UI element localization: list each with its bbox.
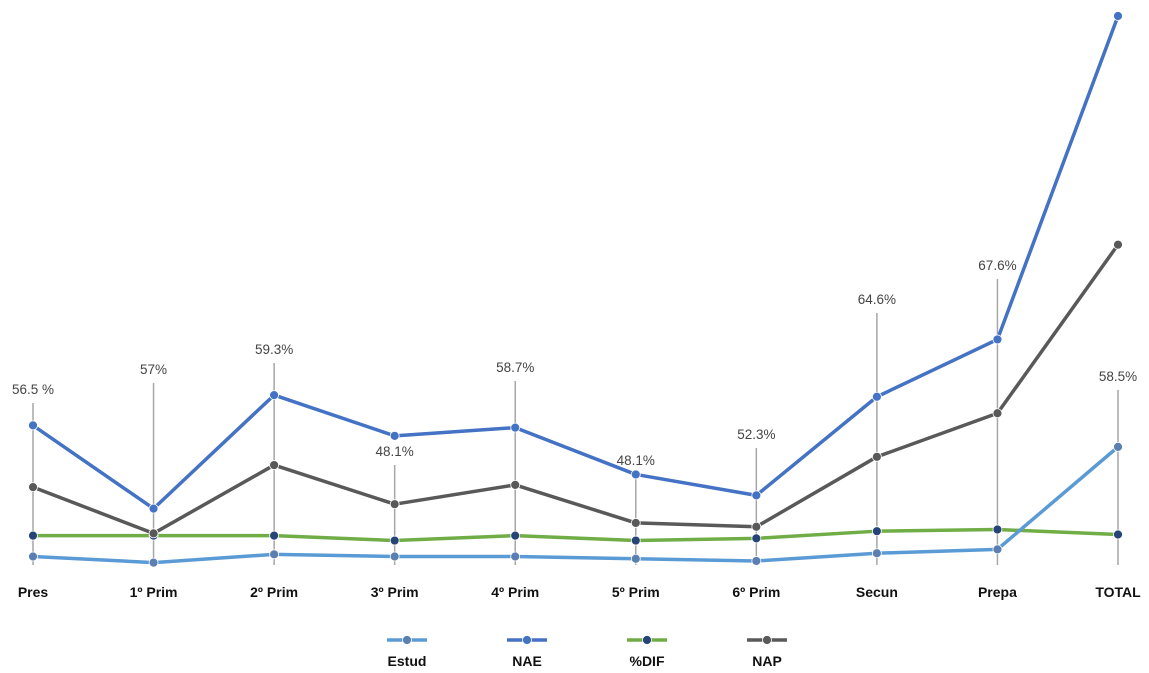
point-nap-6-prim bbox=[751, 521, 762, 532]
point-nae-prepa bbox=[992, 334, 1003, 345]
point-nap-3-prim bbox=[389, 499, 400, 510]
data-label-4-prim: 58.7% bbox=[496, 360, 534, 375]
point-pctdif-total bbox=[1113, 529, 1123, 540]
legend-label: NAE bbox=[512, 653, 542, 669]
legend: Estud NAE %DIF NAP bbox=[387, 635, 787, 669]
data-label-1-prim: 57% bbox=[140, 362, 167, 377]
legend-swatch-marker bbox=[522, 635, 532, 645]
data-label-prepa: 67.6% bbox=[978, 258, 1016, 273]
point-nap-secun bbox=[871, 451, 882, 462]
data-label-secun: 64.6% bbox=[858, 292, 896, 307]
data-label-3-prim: 48.1% bbox=[376, 444, 414, 459]
point-nae-4-prim bbox=[510, 422, 521, 433]
category-label-1-prim: 1º Prim bbox=[130, 584, 178, 600]
point-nae-1-prim bbox=[148, 503, 159, 514]
point-nap-2-prim bbox=[269, 460, 280, 470]
category-label-prepa: Prepa bbox=[978, 584, 1017, 600]
data-label-total: 58.5% bbox=[1099, 369, 1137, 384]
point-estud-2-prim bbox=[269, 549, 280, 560]
point-nae-2-prim bbox=[269, 390, 280, 400]
category-axis-labels: Pres 1º Prim 2º Prim 3º Prim 4º Prim 5º Prim 6… bbox=[18, 584, 1141, 600]
series-markers bbox=[28, 11, 1123, 568]
point-estud-3-prim bbox=[389, 551, 400, 562]
point-nap-4-prim bbox=[510, 480, 521, 490]
point-pctdif-prepa bbox=[992, 524, 1003, 535]
category-label-pres: Pres bbox=[18, 584, 49, 600]
point-estud-4-prim bbox=[510, 551, 521, 562]
series-line-pctdif bbox=[31, 527, 1120, 543]
point-pctdif-6-prim bbox=[751, 533, 762, 544]
legend-item-estud: Estud bbox=[387, 635, 427, 669]
category-label-3-prim: 3º Prim bbox=[371, 584, 419, 600]
point-pctdif-secun bbox=[871, 526, 882, 537]
point-pctdif-3-prim bbox=[389, 535, 400, 546]
point-pctdif-4-prim bbox=[510, 530, 521, 541]
legend-item-nae: NAE bbox=[507, 635, 547, 669]
series-line-estud bbox=[31, 445, 1120, 565]
point-nae-secun bbox=[871, 391, 882, 402]
point-nap-pres bbox=[28, 482, 38, 493]
point-estud-1-prim bbox=[148, 557, 159, 568]
point-estud-secun bbox=[871, 548, 882, 559]
category-label-total: TOTAL bbox=[1095, 584, 1141, 600]
category-label-5-prim: 5º Prim bbox=[612, 584, 660, 600]
point-nae-3-prim bbox=[389, 430, 400, 441]
point-nae-total bbox=[1113, 11, 1123, 21]
legend-label: NAP bbox=[752, 653, 782, 669]
category-label-4-prim: 4º Prim bbox=[491, 584, 539, 600]
point-estud-total bbox=[1113, 441, 1123, 452]
legend-swatch-marker bbox=[402, 635, 412, 645]
data-label-5-prim: 48.1% bbox=[617, 453, 655, 468]
legend-label: %DIF bbox=[630, 653, 665, 669]
series-line-nap bbox=[31, 242, 1120, 536]
point-pctdif-5-prim bbox=[630, 535, 641, 546]
data-label-pres: 56.5 % bbox=[12, 382, 54, 397]
data-labels: 56.5 % 57% 59.3% 48.1% 58.7% 48.1% 52.3% 64.6% 6… bbox=[12, 258, 1137, 468]
series-lines bbox=[31, 14, 1120, 565]
point-pctdif-2-prim bbox=[269, 530, 280, 541]
leader-lines bbox=[32, 279, 1119, 565]
point-nae-5-prim bbox=[630, 469, 641, 480]
data-label-2-prim: 59.3% bbox=[255, 342, 293, 357]
category-label-secun: Secun bbox=[856, 584, 898, 600]
data-label-6-prim: 52.3% bbox=[737, 427, 775, 442]
point-nae-pres bbox=[28, 420, 38, 431]
legend-label: Estud bbox=[388, 653, 427, 669]
category-label-6-prim: 6º Prim bbox=[732, 584, 780, 600]
legend-swatch-marker bbox=[762, 635, 772, 645]
point-pctdif-pres bbox=[28, 530, 38, 541]
point-estud-prepa bbox=[992, 544, 1003, 555]
legend-item-pctdif: %DIF bbox=[627, 635, 667, 669]
point-nae-6-prim bbox=[751, 490, 762, 501]
point-nap-5-prim bbox=[630, 518, 641, 528]
point-nap-total bbox=[1113, 239, 1123, 250]
legend-swatch-marker bbox=[642, 635, 652, 645]
point-nap-1-prim bbox=[148, 528, 159, 539]
series-line-nae bbox=[31, 14, 1120, 511]
point-estud-5-prim bbox=[630, 553, 641, 564]
point-estud-pres bbox=[28, 551, 38, 562]
point-estud-6-prim bbox=[751, 556, 762, 566]
point-nap-prepa bbox=[992, 408, 1003, 419]
category-label-2-prim: 2º Prim bbox=[250, 584, 298, 600]
legend-item-nap: NAP bbox=[747, 635, 787, 669]
